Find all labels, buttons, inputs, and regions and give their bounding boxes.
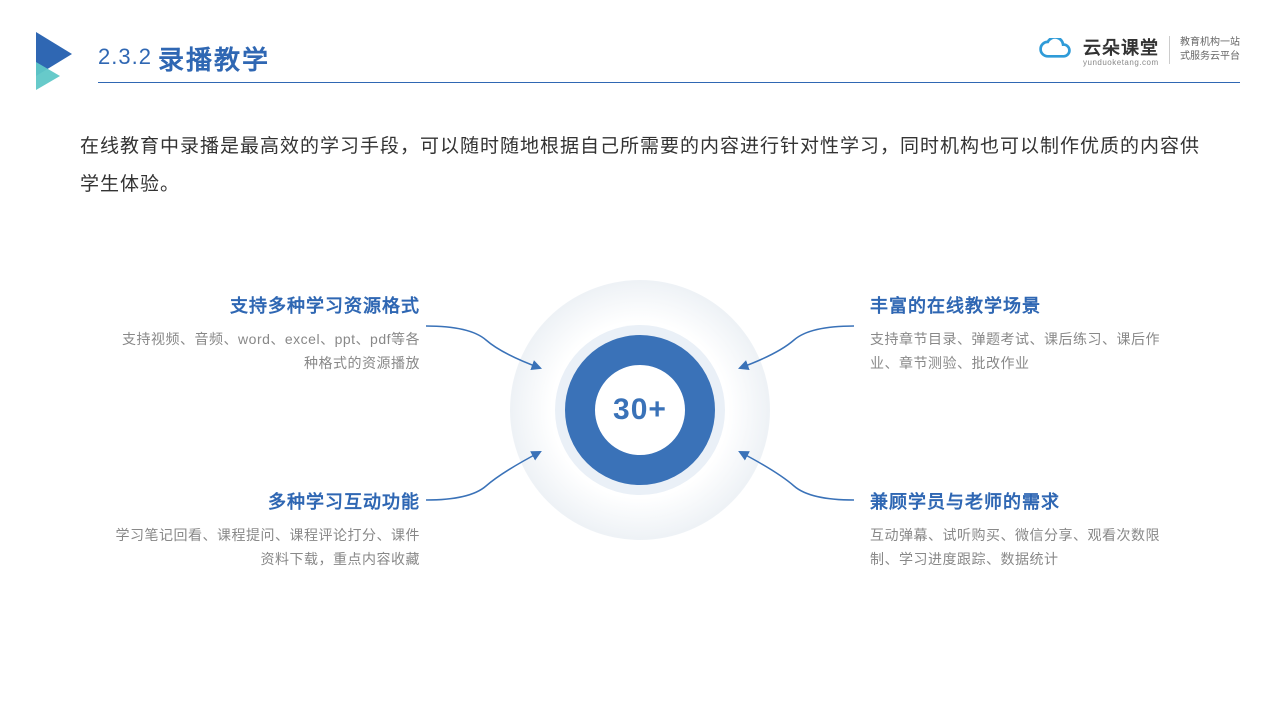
brand-subdomain: yunduoketang.com (1083, 58, 1159, 67)
brand-block: 云朵课堂 yunduoketang.com 教育机构一站 式服务云平台 (1037, 30, 1240, 70)
brand-name: 云朵课堂 (1083, 34, 1159, 60)
play-icon (36, 32, 72, 76)
brand-tag-line2: 式服务云平台 (1180, 50, 1240, 64)
slide-header: 2.3.2 录播教学 云朵课堂 yunduoketang.com 教育机构一站 … (0, 30, 1280, 98)
section-title: 录播教学 (158, 40, 270, 77)
feature-bottom-left: 多种学习互动功能 学习笔记回看、课程提问、课程评论打分、课件资料下载，重点内容收… (110, 488, 420, 572)
feature-desc: 互动弹幕、试听购买、微信分享、观看次数限制、学习进度跟踪、数据统计 (870, 524, 1180, 572)
section-number: 2.3.2 (98, 44, 152, 70)
feature-top-right: 丰富的在线教学场景 支持章节目录、弹题考试、课后练习、课后作业、章节测验、批改作… (870, 292, 1180, 376)
brand-text: 云朵课堂 yunduoketang.com (1083, 34, 1159, 67)
feature-title: 支持多种学习资源格式 (110, 292, 420, 318)
ring-label: 30+ (613, 393, 667, 427)
feature-title: 丰富的在线教学场景 (870, 292, 1180, 318)
brand-tagline: 教育机构一站 式服务云平台 (1169, 36, 1240, 64)
feature-bottom-right: 兼顾学员与老师的需求 互动弹幕、试听购买、微信分享、观看次数限制、学习进度跟踪、… (870, 488, 1180, 572)
feature-desc: 支持视频、音频、word、excel、ppt、pdf等各种格式的资源播放 (110, 328, 420, 376)
feature-title: 兼顾学员与老师的需求 (870, 488, 1180, 514)
intro-paragraph: 在线教育中录播是最高效的学习手段，可以随时随地根据自己所需要的内容进行针对性学习… (80, 128, 1210, 204)
feature-title: 多种学习互动功能 (110, 488, 420, 514)
cloud-icon (1037, 38, 1073, 62)
title-underline (98, 82, 1240, 83)
feature-desc: 支持章节目录、弹题考试、课后练习、课后作业、章节测验、批改作业 (870, 328, 1180, 376)
feature-desc: 学习笔记回看、课程提问、课程评论打分、课件资料下载，重点内容收藏 (110, 524, 420, 572)
ring-inner: 30+ (565, 335, 715, 485)
brand-tag-line1: 教育机构一站 (1180, 36, 1240, 50)
center-ring: 30+ (510, 280, 770, 540)
feature-top-left: 支持多种学习资源格式 支持视频、音频、word、excel、ppt、pdf等各种… (110, 292, 420, 376)
